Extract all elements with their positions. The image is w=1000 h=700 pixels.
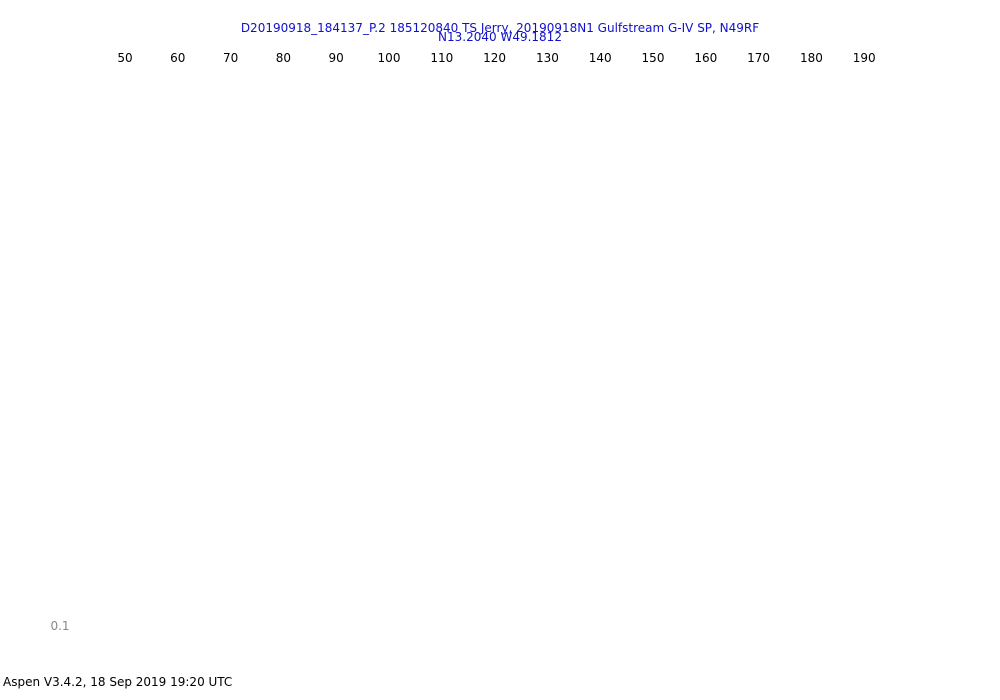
footer-version: Aspen V3.4.2, 18 Sep 2019 19:20 UTC: [3, 675, 233, 689]
top-scale-label: 130: [536, 51, 559, 65]
top-scale-label: 60: [170, 51, 185, 65]
top-scale-label: 80: [276, 51, 291, 65]
chart-title-line2: N13.2040 W49.1812: [438, 30, 562, 44]
top-scale-label: 150: [642, 51, 665, 65]
top-scale-label: 190: [853, 51, 876, 65]
top-scale-label: 90: [329, 51, 344, 65]
top-scale-label: 170: [747, 51, 770, 65]
top-scale-label: 180: [800, 51, 823, 65]
top-scale-label: 140: [589, 51, 612, 65]
top-scale-label: 100: [378, 51, 401, 65]
top-scale-label: 50: [117, 51, 132, 65]
top-scale-label: 70: [223, 51, 238, 65]
mixing-ratio-label: 0.1: [50, 619, 69, 633]
chart-title-line1: D20190918_184137_P.2 185120840 TS Jerry,…: [240, 21, 760, 35]
axis-labels: 100-110200300400500600700800900100040302…: [50, 51, 876, 633]
top-scale-label: 110: [430, 51, 453, 65]
top-scale-label: 160: [694, 51, 717, 65]
top-scale-label: 120: [483, 51, 506, 65]
